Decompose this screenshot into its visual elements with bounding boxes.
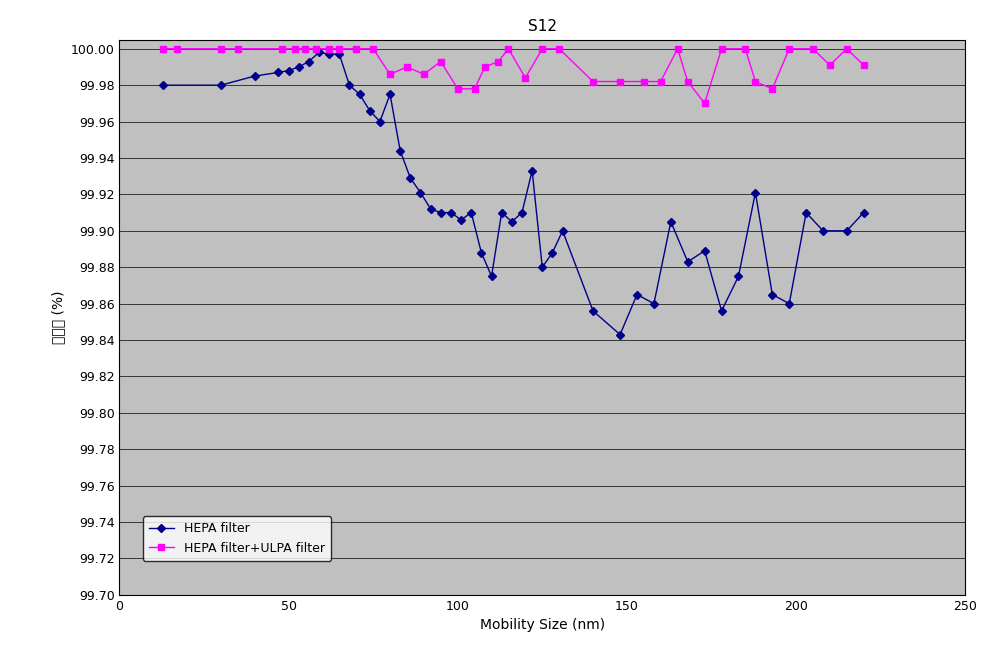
Line: HEPA filter: HEPA filter <box>160 50 866 337</box>
HEPA filter <box>546 249 558 256</box>
HEPA filter+ULPA filter <box>536 45 548 53</box>
HEPA filter <box>454 216 466 224</box>
Title: S12: S12 <box>527 19 557 34</box>
HEPA filter+ULPA filter <box>232 45 244 53</box>
HEPA filter <box>765 291 777 299</box>
HEPA filter <box>465 209 477 217</box>
HEPA filter+ULPA filter <box>384 70 396 78</box>
HEPA filter <box>505 217 517 225</box>
HEPA filter+ULPA filter <box>171 45 183 53</box>
HEPA filter+ULPA filter <box>519 74 531 82</box>
HEPA filter <box>282 67 294 75</box>
HEPA filter+ULPA filter <box>671 45 683 53</box>
HEPA filter+ULPA filter <box>782 45 794 53</box>
HEPA filter+ULPA filter <box>451 85 463 93</box>
Legend: HEPA filter, HEPA filter+ULPA filter: HEPA filter, HEPA filter+ULPA filter <box>142 516 331 561</box>
HEPA filter+ULPA filter <box>333 45 345 53</box>
HEPA filter <box>698 247 710 254</box>
HEPA filter <box>556 227 568 235</box>
HEPA filter <box>475 249 487 256</box>
HEPA filter+ULPA filter <box>478 63 490 71</box>
HEPA filter <box>840 227 852 235</box>
HEPA filter <box>799 209 811 217</box>
HEPA filter <box>414 188 426 196</box>
HEPA filter+ULPA filter <box>417 70 429 78</box>
HEPA filter+ULPA filter <box>309 45 321 53</box>
HEPA filter <box>526 167 538 175</box>
HEPA filter+ULPA filter <box>157 45 169 53</box>
HEPA filter <box>630 291 642 299</box>
HEPA filter+ULPA filter <box>739 45 750 53</box>
HEPA filter <box>816 227 828 235</box>
HEPA filter <box>681 258 693 266</box>
HEPA filter+ULPA filter <box>748 77 760 85</box>
HEPA filter+ULPA filter <box>840 45 852 53</box>
HEPA filter <box>715 307 727 315</box>
HEPA filter <box>292 63 304 71</box>
HEPA filter <box>485 272 497 280</box>
HEPA filter <box>434 209 446 217</box>
HEPA filter+ULPA filter <box>823 61 835 69</box>
HEPA filter <box>664 217 676 225</box>
HEPA filter <box>364 106 376 114</box>
HEPA filter+ULPA filter <box>637 77 649 85</box>
HEPA filter+ULPA filter <box>350 45 362 53</box>
Y-axis label: 포집율 (%): 포집율 (%) <box>51 291 65 344</box>
HEPA filter <box>353 91 365 98</box>
HEPA filter+ULPA filter <box>323 45 335 53</box>
HEPA filter+ULPA filter <box>765 85 777 93</box>
HEPA filter+ULPA filter <box>215 45 227 53</box>
HEPA filter+ULPA filter <box>468 85 480 93</box>
HEPA filter <box>586 307 598 315</box>
HEPA filter <box>333 50 345 58</box>
HEPA filter+ULPA filter <box>715 45 727 53</box>
HEPA filter <box>313 48 325 56</box>
HEPA filter+ULPA filter <box>553 45 565 53</box>
HEPA filter <box>782 299 794 307</box>
HEPA filter+ULPA filter <box>492 58 504 65</box>
HEPA filter <box>248 72 260 80</box>
HEPA filter <box>732 272 744 280</box>
HEPA filter+ULPA filter <box>502 45 514 53</box>
HEPA filter <box>516 209 528 217</box>
HEPA filter <box>748 188 760 196</box>
Line: HEPA filter+ULPA filter: HEPA filter+ULPA filter <box>160 46 866 107</box>
HEPA filter+ULPA filter <box>698 99 710 107</box>
HEPA filter <box>495 209 507 217</box>
HEPA filter <box>613 330 625 338</box>
HEPA filter+ULPA filter <box>299 45 311 53</box>
HEPA filter+ULPA filter <box>401 63 413 71</box>
HEPA filter+ULPA filter <box>275 45 287 53</box>
HEPA filter+ULPA filter <box>434 58 446 65</box>
HEPA filter+ULPA filter <box>586 77 598 85</box>
HEPA filter <box>857 209 869 217</box>
HEPA filter <box>384 91 396 98</box>
HEPA filter <box>444 209 456 217</box>
HEPA filter <box>323 50 335 58</box>
HEPA filter+ULPA filter <box>654 77 666 85</box>
HEPA filter <box>647 299 659 307</box>
HEPA filter+ULPA filter <box>857 61 869 69</box>
HEPA filter <box>272 69 284 77</box>
HEPA filter+ULPA filter <box>289 45 301 53</box>
HEPA filter+ULPA filter <box>806 45 818 53</box>
HEPA filter <box>343 81 355 89</box>
HEPA filter+ULPA filter <box>681 77 693 85</box>
HEPA filter <box>536 263 548 271</box>
HEPA filter <box>374 118 386 126</box>
HEPA filter <box>215 81 227 89</box>
HEPA filter <box>394 147 406 155</box>
HEPA filter+ULPA filter <box>613 77 625 85</box>
HEPA filter <box>302 58 314 65</box>
HEPA filter <box>424 205 436 213</box>
HEPA filter+ULPA filter <box>367 45 379 53</box>
HEPA filter <box>157 81 169 89</box>
X-axis label: Mobility Size (nm): Mobility Size (nm) <box>479 618 604 633</box>
HEPA filter <box>404 174 415 182</box>
